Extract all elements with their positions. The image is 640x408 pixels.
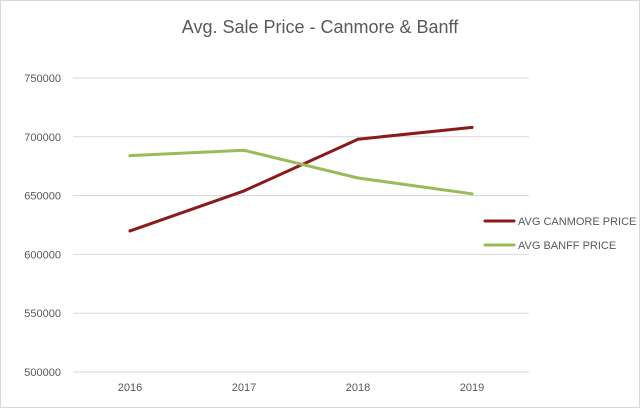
- data-point-avg-canmore-price: [242, 189, 246, 193]
- data-point-avg-banff-price: [356, 176, 360, 180]
- y-tick-label: 600000: [24, 249, 61, 261]
- chart-title: Avg. Sale Price - Canmore & Banff: [182, 17, 459, 37]
- x-tick-label: 2018: [346, 382, 370, 394]
- data-point-avg-canmore-price: [128, 229, 132, 233]
- y-tick-label: 750000: [24, 73, 61, 85]
- y-tick-label: 700000: [24, 132, 61, 144]
- x-tick-label: 2016: [118, 382, 142, 394]
- y-tick-label: 650000: [24, 191, 61, 203]
- series-lines: [128, 125, 474, 233]
- x-tick-label: 2019: [460, 382, 484, 394]
- x-axis-ticks: 2016 2017 2018 2019: [118, 382, 484, 394]
- data-point-avg-banff-price: [128, 154, 132, 158]
- y-tick-label: 500000: [24, 367, 61, 379]
- y-axis-ticks: 500000 550000 600000 650000 700000 750000: [24, 73, 61, 379]
- data-point-avg-canmore-price: [356, 137, 360, 141]
- data-point-avg-banff-price: [242, 148, 246, 152]
- x-tick-label: 2017: [232, 382, 256, 394]
- gridlines: [73, 77, 529, 373]
- y-tick-label: 550000: [24, 308, 61, 320]
- data-point-avg-banff-price: [470, 192, 474, 196]
- legend: AVG CANMORE PRICE AVG BANFF PRICE: [483, 216, 636, 252]
- legend-label: AVG CANMORE PRICE: [518, 216, 636, 228]
- legend-label: AVG BANFF PRICE: [518, 240, 616, 252]
- series-line-avg-canmore-price: [128, 125, 474, 233]
- series-line-avg-banff-price: [128, 148, 474, 196]
- data-point-avg-canmore-price: [470, 125, 474, 129]
